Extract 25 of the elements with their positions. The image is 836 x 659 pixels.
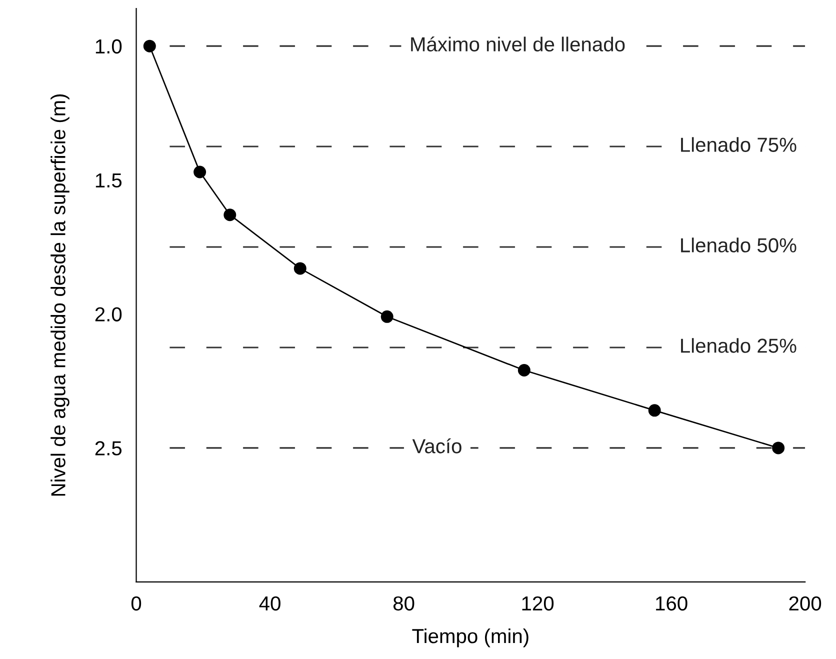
point [772,442,785,454]
x-tick-label: 160 [656,596,688,611]
x-tick-label: 40 [259,596,280,611]
point [294,262,306,275]
ref-line-label: Llenado 75% [681,137,796,152]
point [194,166,206,178]
y-tick-label: 1.0 [96,39,122,54]
ref-line-label: Máximo nivel de llenado [411,36,625,52]
point [143,40,156,52]
point [518,364,530,376]
point [224,208,236,222]
x-tick-label: 120 [522,596,554,611]
x-tick-label: 200 [789,596,822,611]
point [380,310,394,323]
ref-line-label: Llenado 50% [681,238,796,252]
point [648,404,661,417]
y-tick-label: 2.0 [95,307,122,322]
y-axis-title: Nivel de agua medido desde la superficie (m) [50,94,70,496]
x-tick-label: 80 [393,596,414,611]
x-axis-title: Tiempo (min) [412,628,528,648]
ref-line-label: Vacío [412,438,462,454]
y-tick-label: 2.5 [95,441,122,456]
x-tick-label: 0 [131,596,142,611]
y-tick-label: 1.5 [96,173,122,188]
ref-line-label: Llenado 25% [681,338,796,353]
